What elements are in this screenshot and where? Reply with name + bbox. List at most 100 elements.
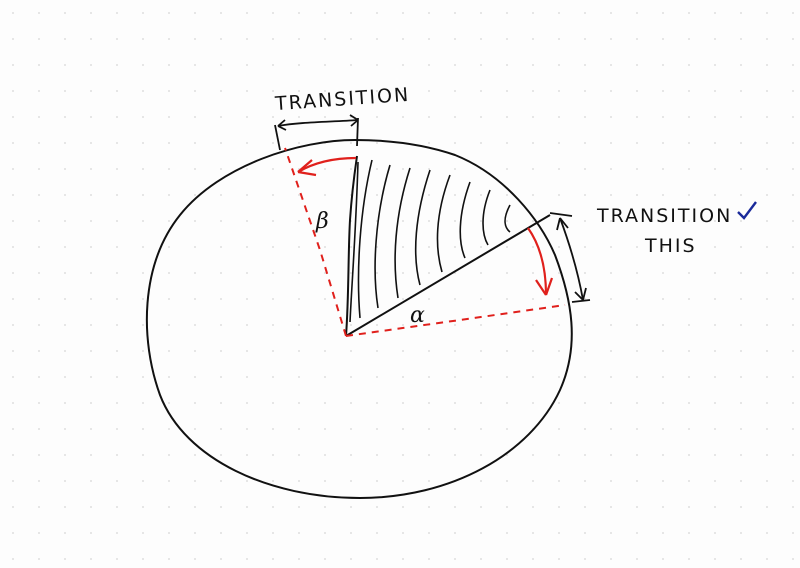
grid-dot xyxy=(480,402,482,404)
grid-dot xyxy=(428,532,430,534)
grid-dot xyxy=(376,168,378,170)
grid-dot xyxy=(168,116,170,118)
grid-dot xyxy=(142,402,144,404)
grid-dot xyxy=(90,454,92,456)
grid-dot xyxy=(636,402,638,404)
grid-dot xyxy=(324,506,326,508)
grid-dot xyxy=(688,506,690,508)
grid-dot xyxy=(64,246,66,248)
grid-dot xyxy=(610,324,612,326)
grid-dot xyxy=(506,220,508,222)
grid-dot xyxy=(532,272,534,274)
grid-dot xyxy=(38,272,40,274)
grid-dot xyxy=(272,168,274,170)
grid-dot xyxy=(12,38,14,40)
grid-dot xyxy=(558,376,560,378)
grid-dot xyxy=(558,532,560,534)
grid-dot xyxy=(688,12,690,14)
grid-dot xyxy=(272,298,274,300)
grid-dot xyxy=(532,558,534,560)
blue-check-mark xyxy=(737,201,757,220)
grid-dot xyxy=(324,272,326,274)
grid-dot xyxy=(168,376,170,378)
grid-dot xyxy=(714,168,716,170)
grid-dot xyxy=(272,12,274,14)
grid-dot xyxy=(714,532,716,534)
grid-dot xyxy=(246,90,248,92)
grid-dot xyxy=(740,428,742,430)
grid-dot xyxy=(792,402,794,404)
grid-dot xyxy=(480,532,482,534)
grid-dot xyxy=(610,298,612,300)
grid-dot xyxy=(454,220,456,222)
grid-dot xyxy=(298,506,300,508)
grid-dot xyxy=(558,298,560,300)
grid-dot xyxy=(662,116,664,118)
grid-dot xyxy=(272,558,274,560)
grid-dot xyxy=(116,64,118,66)
grid-dot xyxy=(766,116,768,118)
grid-dot xyxy=(688,220,690,222)
grid-dot xyxy=(38,350,40,352)
grid-dot xyxy=(454,402,456,404)
grid-dot xyxy=(168,428,170,430)
grid-dot xyxy=(480,558,482,560)
grid-dot xyxy=(38,142,40,144)
grid-dot xyxy=(220,298,222,300)
grid-dot xyxy=(792,324,794,326)
grid-dot xyxy=(714,298,716,300)
grid-dot xyxy=(584,532,586,534)
grid-dot xyxy=(480,246,482,248)
grid-dot xyxy=(766,194,768,196)
grid-dot xyxy=(662,350,664,352)
grid-dot xyxy=(64,532,66,534)
grid-dot xyxy=(64,480,66,482)
grid-dot xyxy=(298,246,300,248)
grid-dot xyxy=(402,558,404,560)
red-arrow-right xyxy=(527,227,554,296)
grid-dot xyxy=(402,64,404,66)
grid-dot xyxy=(272,246,274,248)
grid-dot xyxy=(714,38,716,40)
grid-dot xyxy=(90,350,92,352)
grid-dot xyxy=(116,454,118,456)
grid-dot xyxy=(116,532,118,534)
grid-dot xyxy=(272,532,274,534)
grid-dot xyxy=(12,194,14,196)
grid-dot xyxy=(324,38,326,40)
grid-dot xyxy=(428,142,430,144)
grid-dot xyxy=(12,116,14,118)
grid-dot xyxy=(194,220,196,222)
grid-dot xyxy=(38,558,40,560)
grid-dot xyxy=(506,428,508,430)
grid-dot xyxy=(168,220,170,222)
grid-dot xyxy=(532,168,534,170)
red-dashed-radius-right xyxy=(345,304,566,337)
grid-dot xyxy=(64,558,66,560)
grid-dot xyxy=(246,194,248,196)
grid-dot xyxy=(506,506,508,508)
grid-dot xyxy=(246,402,248,404)
grid-dot xyxy=(480,142,482,144)
grid-dot xyxy=(38,38,40,40)
grid-dot xyxy=(220,350,222,352)
grid-dot xyxy=(402,454,404,456)
grid-dot xyxy=(90,480,92,482)
grid-dot xyxy=(636,90,638,92)
grid-dot xyxy=(428,272,430,274)
grid-dot xyxy=(428,168,430,170)
grid-dot xyxy=(246,298,248,300)
grid-dot xyxy=(714,376,716,378)
grid-dot xyxy=(298,402,300,404)
grid-dot xyxy=(480,428,482,430)
grid-dot xyxy=(324,402,326,404)
grid-dot xyxy=(402,38,404,40)
grid-dot xyxy=(584,454,586,456)
grid-dot xyxy=(792,350,794,352)
grid-dot xyxy=(506,532,508,534)
grid-dot xyxy=(532,142,534,144)
grid-dot xyxy=(324,64,326,66)
grid-dot xyxy=(246,272,248,274)
grid-dot xyxy=(12,376,14,378)
grid-dot xyxy=(688,558,690,560)
